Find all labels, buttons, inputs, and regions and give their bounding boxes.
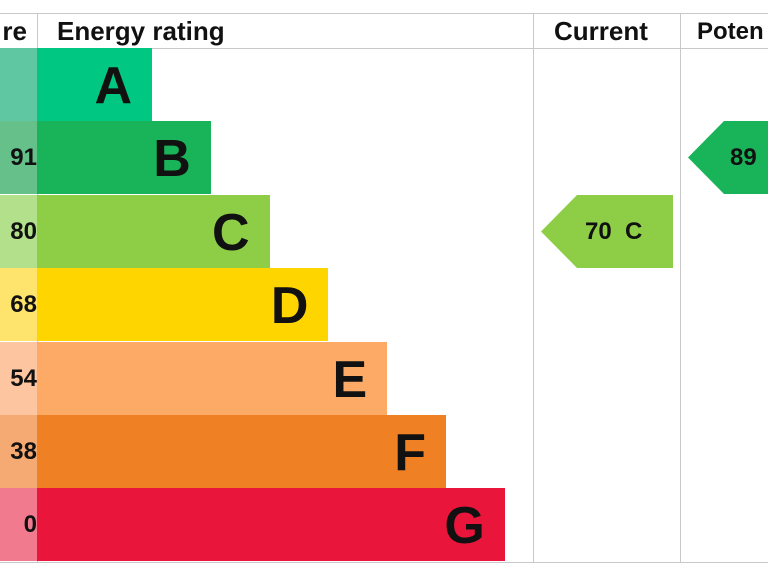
potential-rating-arrow: 89 <box>688 121 768 195</box>
top-border <box>0 13 768 14</box>
current-arrow-shape <box>541 194 673 268</box>
band-letter: D <box>270 277 309 336</box>
potential-rating-label: 89 <box>730 144 757 172</box>
band-letter: E <box>332 350 368 409</box>
band-letter: A <box>94 57 132 115</box>
band-bar-f: F <box>37 415 446 488</box>
header-divider <box>0 48 768 49</box>
band-bar-c: C <box>37 194 270 268</box>
current-rating-label: 70 C <box>585 217 643 245</box>
score-range-c: 80 <box>0 194 37 268</box>
band-bar-e: E <box>37 341 388 415</box>
score-range-a <box>0 48 37 121</box>
current-rating-arrow: 70 C <box>541 194 673 268</box>
current-header: Current <box>554 16 648 46</box>
band-letter: B <box>153 130 191 189</box>
band-letter: C <box>212 203 250 262</box>
bottom-border <box>0 562 768 563</box>
score-range-e: 54 <box>0 341 37 415</box>
band-bar-d: D <box>37 268 329 342</box>
score-range-b: 91 <box>0 121 37 195</box>
band-letter: F <box>394 424 426 482</box>
score-range-f: 38 <box>0 415 37 488</box>
score-range-g: 0 <box>0 488 37 562</box>
band-bar-a: A <box>37 48 152 121</box>
potential-divider <box>680 13 681 563</box>
score-range-d: 68 <box>0 268 37 342</box>
current-divider <box>533 13 534 563</box>
band-bar-g: G <box>37 488 505 562</box>
score-header: re <box>2 16 27 46</box>
potential-header: Poten <box>697 18 764 45</box>
band-bar-b: B <box>37 121 211 195</box>
potential-arrow-shape <box>688 121 768 195</box>
rating-header: Energy rating <box>57 16 225 46</box>
band-letter: G <box>444 497 485 556</box>
